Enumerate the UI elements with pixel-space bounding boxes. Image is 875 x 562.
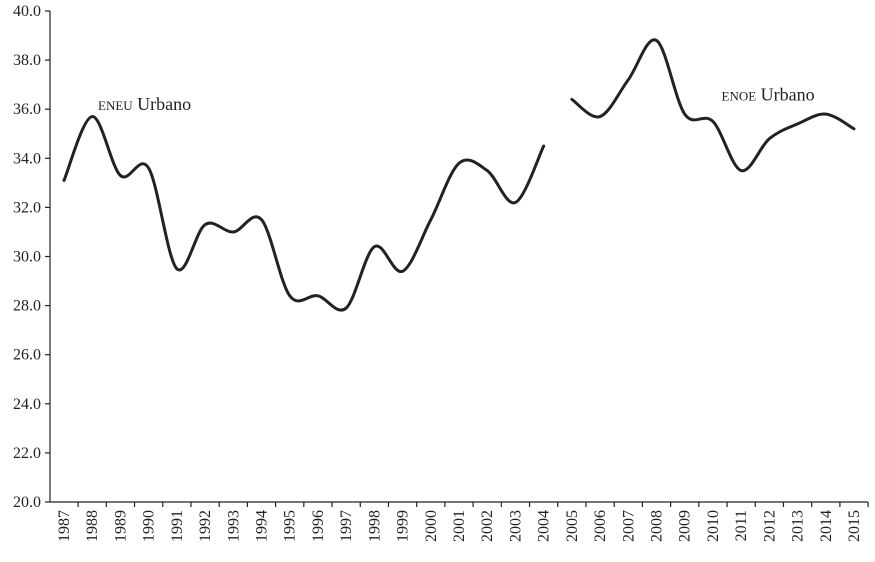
x-tick-label: 1988: [84, 510, 101, 542]
x-tick-label: 1990: [141, 510, 158, 542]
y-tick-label: 28.0: [13, 298, 41, 315]
x-tick-label: 2010: [705, 510, 722, 542]
y-tick-label: 24.0: [13, 396, 41, 413]
x-tick-label: 1996: [310, 510, 327, 542]
x-tick-label: 2012: [761, 510, 778, 542]
x-tick-label: 2003: [507, 510, 524, 542]
series-line-0: [62, 115, 546, 312]
x-tick-label: 1991: [169, 510, 186, 542]
y-tick-label: 32.0: [13, 199, 41, 216]
x-tick-label: 1998: [366, 510, 383, 542]
series-label-1: enoe Urbano: [722, 84, 815, 104]
series-label-0: eneu Urbano: [98, 94, 191, 114]
x-tick-label: 1993: [225, 510, 242, 542]
x-tick-label: 2014: [818, 510, 835, 542]
series-labels: eneu Urbano enoe Urbano: [98, 84, 815, 114]
x-tick-label: 1994: [254, 510, 271, 542]
series-line-1: [570, 38, 856, 173]
x-tick-label: 2006: [592, 510, 609, 542]
x-tick-label: 2009: [677, 510, 694, 542]
x-tick-label: 2004: [536, 510, 553, 542]
x-tick-label: 2000: [423, 510, 440, 542]
x-tick-label: 2011: [733, 510, 750, 541]
x-tick-label: 1989: [112, 510, 129, 542]
x-tick-label: 1999: [395, 510, 412, 542]
y-tick-label: 20.0: [13, 494, 41, 511]
x-tick-label: 1992: [197, 510, 214, 542]
x-tick-label: 2005: [564, 510, 581, 542]
x-tick-label: 1987: [56, 510, 73, 542]
x-tick-label: 2015: [846, 510, 863, 542]
series-label-word: Urbano: [756, 84, 814, 104]
x-tick-label: 2001: [451, 510, 468, 542]
x-tick-label: 2008: [649, 510, 666, 542]
x-tick-label: 2002: [479, 510, 496, 542]
y-tick-label: 34.0: [13, 150, 41, 167]
x-tick-label: 1995: [282, 510, 299, 542]
y-tick-label: 26.0: [13, 347, 41, 364]
series-label-acronym: eneu: [98, 94, 133, 114]
y-tick-label: 30.0: [13, 249, 41, 266]
x-tick-label: 1997: [338, 510, 355, 542]
x-tick-label: 2013: [790, 510, 807, 542]
y-tick-label: 40.0: [13, 3, 41, 20]
y-tick-label: 36.0: [13, 101, 41, 118]
series-lines: [62, 38, 856, 312]
series-label-acronym: enoe: [722, 84, 757, 104]
series-label-word: Urbano: [133, 94, 191, 114]
axes: 20.0 22.0 24.0 26.0 28.0 30.0 32.0 34.0 36.0 38.0…: [13, 3, 869, 542]
y-tick-label: 22.0: [13, 445, 41, 462]
y-tick-label: 38.0: [13, 52, 41, 69]
x-tick-label: 2007: [620, 510, 637, 542]
